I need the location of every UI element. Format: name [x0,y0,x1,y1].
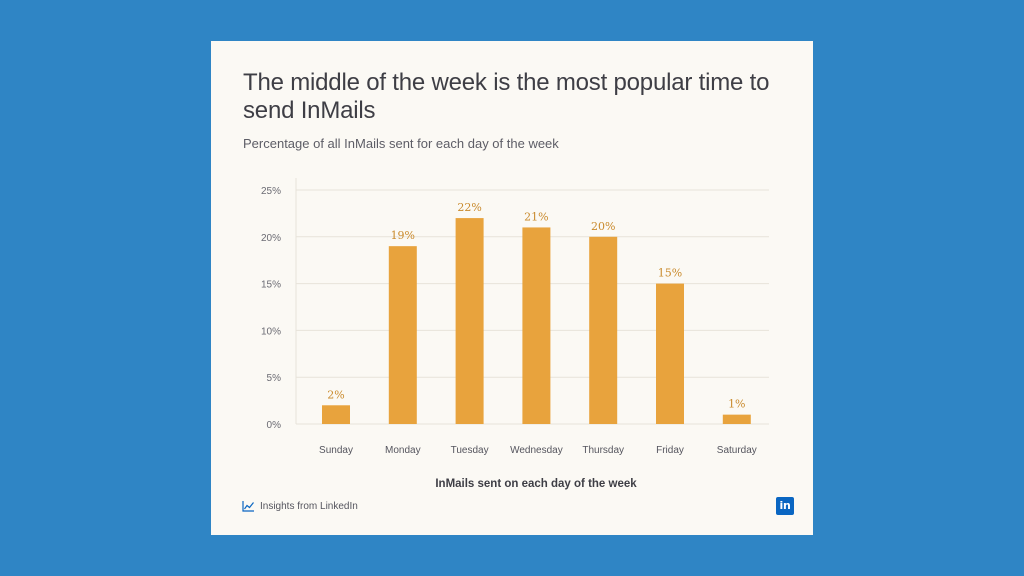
x-tick-label: Wednesday [510,445,563,456]
bar-value-label: 2% [327,388,344,401]
bar-value-label: 1% [728,398,745,411]
linkedin-logo-icon[interactable]: in [776,497,794,515]
bar-value-label: 19% [391,229,415,242]
x-tick-label: Saturday [717,445,757,456]
bar [322,405,350,424]
bar [522,227,551,424]
x-tick-label: Thursday [582,445,624,456]
x-axis-title: InMails sent on each day of the week [435,478,637,490]
bar [455,218,484,424]
bar [388,246,417,424]
y-tick-label: 25% [261,186,281,197]
bar-value-label: 15% [658,267,682,280]
chart-title: The middle of the week is the most popul… [243,69,770,124]
trend-chart-icon [242,501,254,512]
x-tick-label: Friday [656,445,684,456]
bar-value-label: 20% [591,220,615,233]
bar [656,283,684,424]
x-tick-label: Monday [385,445,421,456]
y-tick-label: 10% [261,326,281,337]
chart-subtitle: Percentage of all InMails sent for each … [243,136,559,151]
y-tick-label: 5% [267,373,282,384]
y-tick-label: 0% [267,420,282,431]
footer-insights: Insights from LinkedIn [242,500,358,512]
bar [722,414,751,424]
bar-value-label: 21% [524,210,548,223]
footer-text: Insights from LinkedIn [260,500,358,512]
y-tick-label: 20% [261,233,281,244]
y-tick-label: 15% [261,280,281,291]
bar [589,236,618,424]
x-tick-label: Sunday [319,445,353,456]
bar-value-label: 22% [457,201,481,214]
bar-chart: 0% 5% 10% 15% 20% 25% 2% Sunday 19% Monday 22% Tues… [261,178,769,490]
chart-card: The middle of the week is the most popul… [211,41,813,535]
x-tick-label: Tuesday [451,445,489,456]
